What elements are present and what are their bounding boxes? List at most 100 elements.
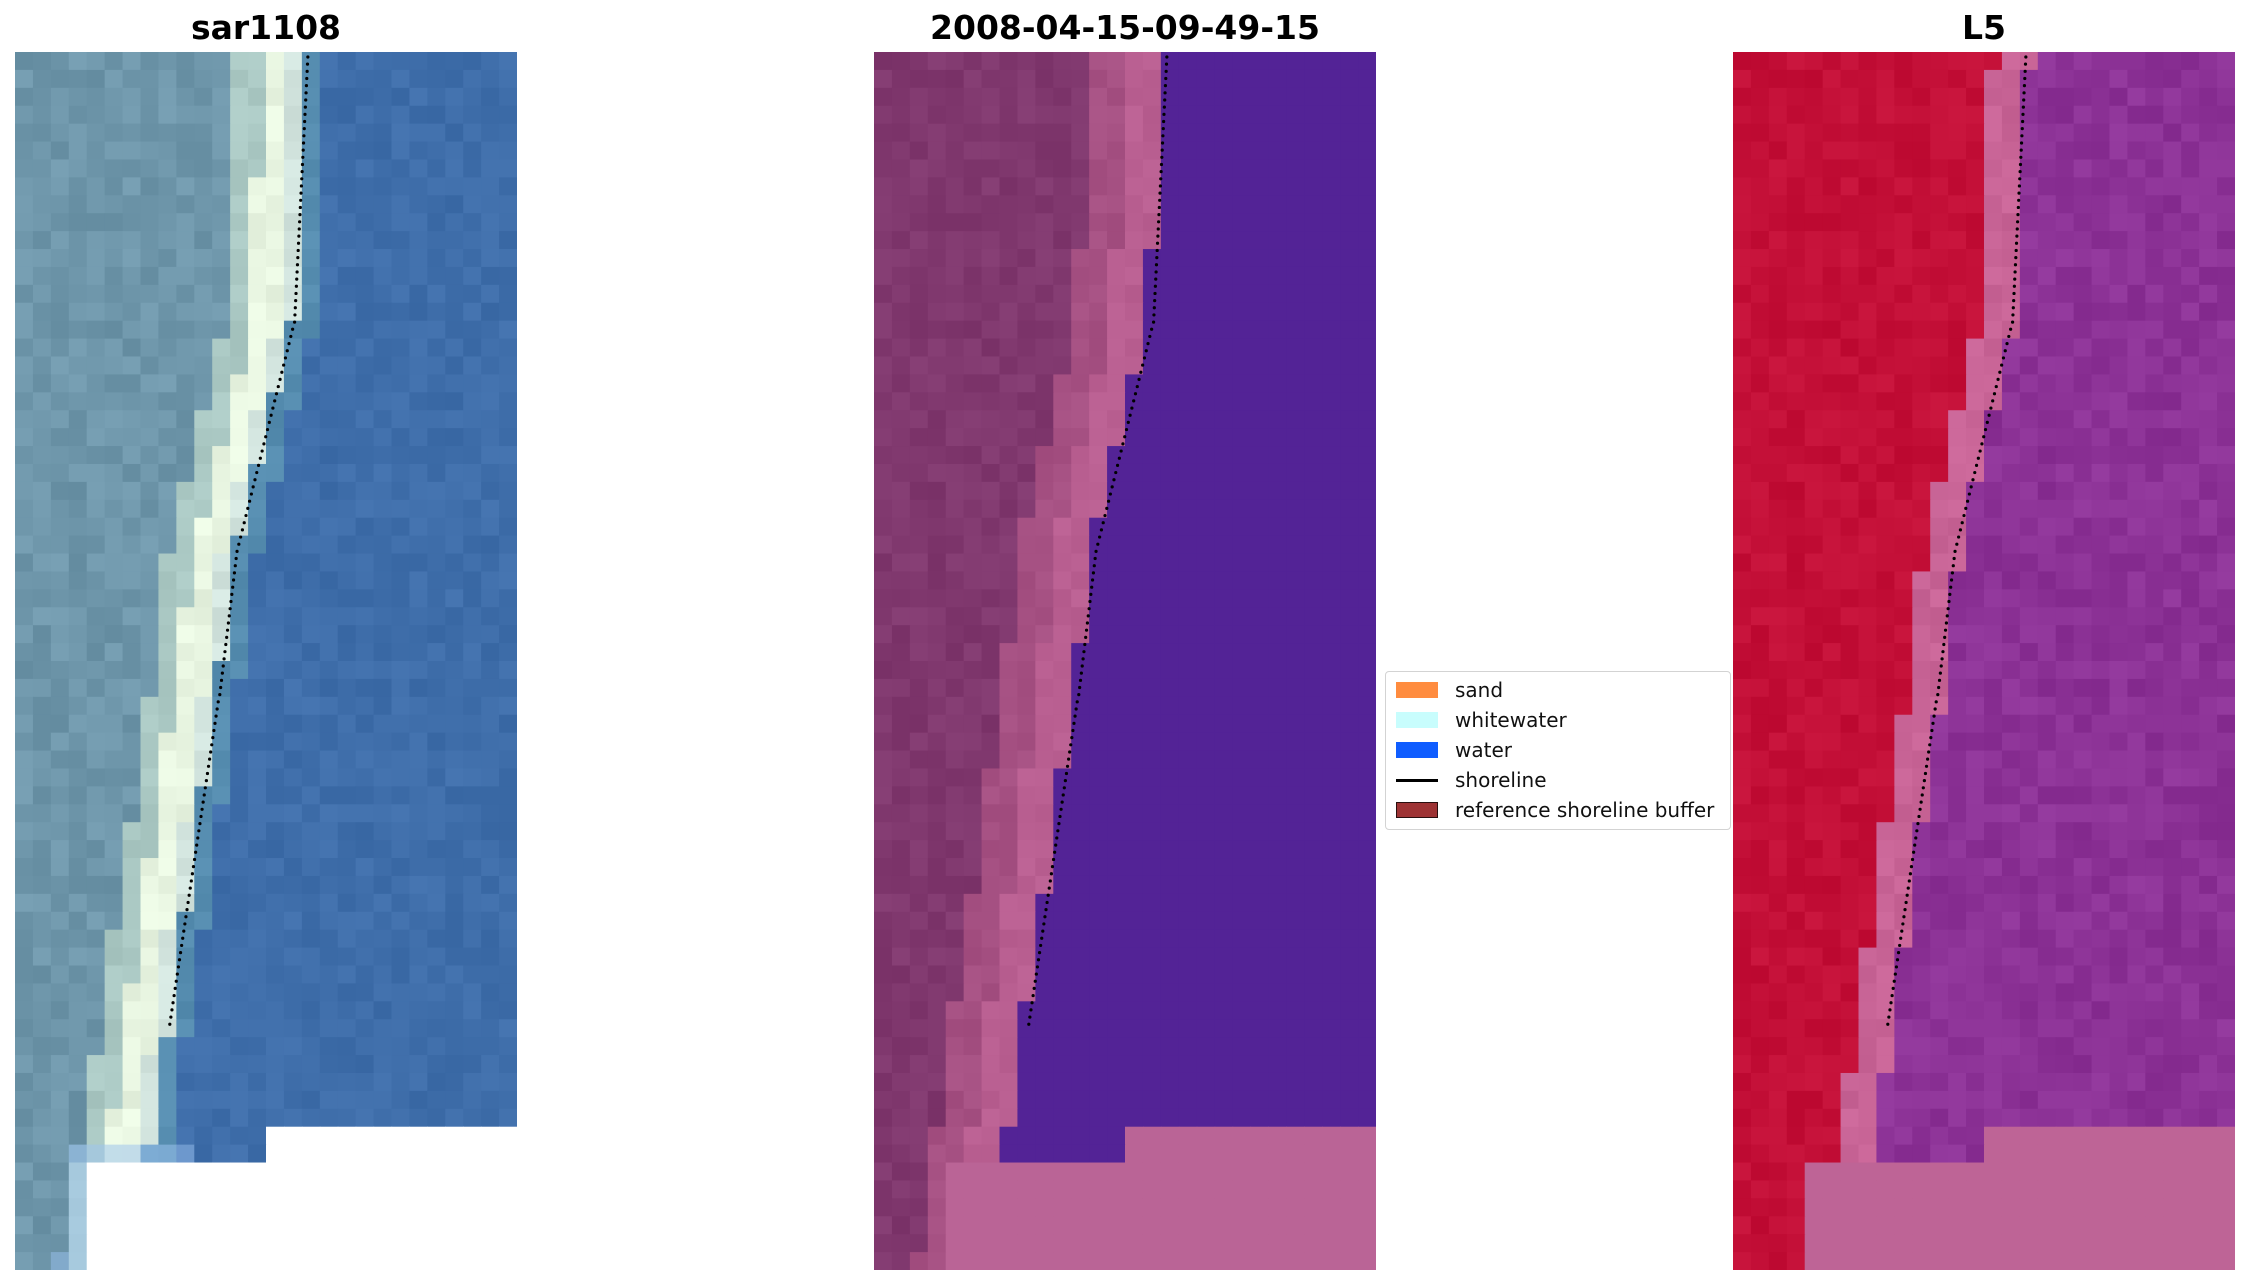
shoreline-point <box>295 277 299 281</box>
shoreline-point <box>293 306 297 310</box>
shoreline-point <box>1164 62 1169 66</box>
shoreline-point <box>1085 621 1089 625</box>
shoreline-point <box>171 1001 175 1005</box>
shoreline-point <box>1037 950 1042 955</box>
shoreline-point <box>199 814 203 819</box>
shoreline-point <box>1132 399 1136 403</box>
shoreline-point <box>2022 84 2027 88</box>
shoreline-point <box>1148 334 1152 339</box>
shoreline-point <box>227 614 231 618</box>
shoreline-point <box>1937 678 1942 682</box>
shoreline-point <box>1989 406 1993 410</box>
shoreline-point <box>253 478 257 482</box>
shoreline-point <box>1917 814 1921 819</box>
shoreline-point <box>267 420 271 424</box>
shoreline-point <box>2007 334 2011 339</box>
shoreline-point <box>219 685 223 690</box>
shoreline-point <box>1142 356 1147 360</box>
shoreline-point <box>214 714 218 718</box>
shoreline-point <box>306 55 310 59</box>
shoreline-point <box>2023 62 2028 66</box>
shoreline-point <box>188 886 192 890</box>
shoreline-point <box>1933 707 1937 711</box>
shoreline-point <box>296 248 300 253</box>
shoreline-point <box>1155 241 1160 245</box>
shoreline-point <box>1119 449 1123 453</box>
shoreline-point <box>182 929 186 933</box>
shoreline-point <box>2017 191 2021 195</box>
shoreline-point <box>1969 485 1973 489</box>
shoreline-point <box>1927 750 1931 754</box>
shoreline-point <box>2023 76 2027 81</box>
shoreline-point <box>1040 936 1044 940</box>
shoreline-point <box>291 327 295 331</box>
shoreline-point <box>197 829 201 833</box>
shoreline-point <box>219 678 224 682</box>
shoreline-point <box>1123 435 1127 439</box>
shoreline-point <box>274 392 279 396</box>
shoreline-point <box>285 349 289 353</box>
shoreline-point <box>1949 578 1954 582</box>
shoreline-point <box>1159 162 1164 167</box>
shoreline-point <box>1158 198 1162 202</box>
shoreline-point <box>1103 513 1107 518</box>
shoreline-point <box>229 599 233 604</box>
shoreline-point <box>1058 814 1062 819</box>
shoreline-point <box>1950 571 1955 575</box>
shoreline-point <box>1164 76 1168 81</box>
shoreline-point <box>218 693 222 697</box>
shoreline-point <box>2016 205 2020 210</box>
shoreline-point <box>1913 843 1917 847</box>
shoreline-point <box>1153 284 1157 288</box>
shoreline-point <box>184 915 188 919</box>
shoreline-point <box>1157 205 1161 210</box>
shoreline-point <box>1967 492 1971 496</box>
shoreline-point <box>1117 456 1121 460</box>
shoreline-point <box>1161 127 1165 131</box>
shoreline-point <box>1164 69 1168 73</box>
shoreline-point <box>1154 270 1158 274</box>
shoreline-point <box>1032 986 1036 991</box>
shoreline-point <box>2013 263 2018 267</box>
shoreline-point <box>1153 299 1157 303</box>
shoreline-point <box>1159 177 1163 181</box>
shoreline-point <box>1055 836 1059 840</box>
shoreline-point <box>1077 693 1081 697</box>
shoreline-point <box>1141 363 1145 367</box>
shoreline-point <box>181 936 185 940</box>
shoreline-point <box>203 786 207 790</box>
shoreline-point <box>231 585 235 589</box>
shoreline-point <box>298 213 302 217</box>
shoreline-point <box>296 256 300 260</box>
shoreline-point <box>209 750 213 754</box>
shoreline-point <box>1890 993 1894 998</box>
shoreline-point <box>1035 965 1040 969</box>
shoreline-point <box>1068 750 1072 754</box>
shoreline-point <box>1062 786 1066 790</box>
shoreline-point <box>1079 671 1083 675</box>
shoreline-point <box>1028 1015 1032 1019</box>
shoreline-point <box>299 191 303 195</box>
shoreline-point <box>289 334 293 339</box>
shoreline-point <box>1084 628 1089 632</box>
shoreline-point <box>295 263 300 267</box>
shoreline-point <box>222 657 226 661</box>
shoreline-point <box>1888 1008 1892 1012</box>
shoreline-point <box>2012 291 2016 296</box>
shoreline-point <box>1922 779 1926 783</box>
shoreline-point <box>305 76 309 81</box>
shoreline-point <box>1042 922 1046 926</box>
sand-swatch <box>1396 682 1438 698</box>
shoreline-point <box>298 205 302 210</box>
shoreline-point <box>304 91 308 95</box>
shoreline-point <box>1980 442 1984 446</box>
shoreline-point <box>301 155 305 159</box>
shoreline-point <box>1906 886 1910 890</box>
shoreline-point <box>1162 112 1166 116</box>
shoreline-point <box>172 993 176 998</box>
shoreline-point <box>220 671 224 675</box>
shoreline-point <box>1892 979 1896 983</box>
shoreline-point <box>1135 384 1139 389</box>
shoreline-point <box>1099 528 1104 532</box>
shoreline-point <box>1886 1022 1890 1026</box>
